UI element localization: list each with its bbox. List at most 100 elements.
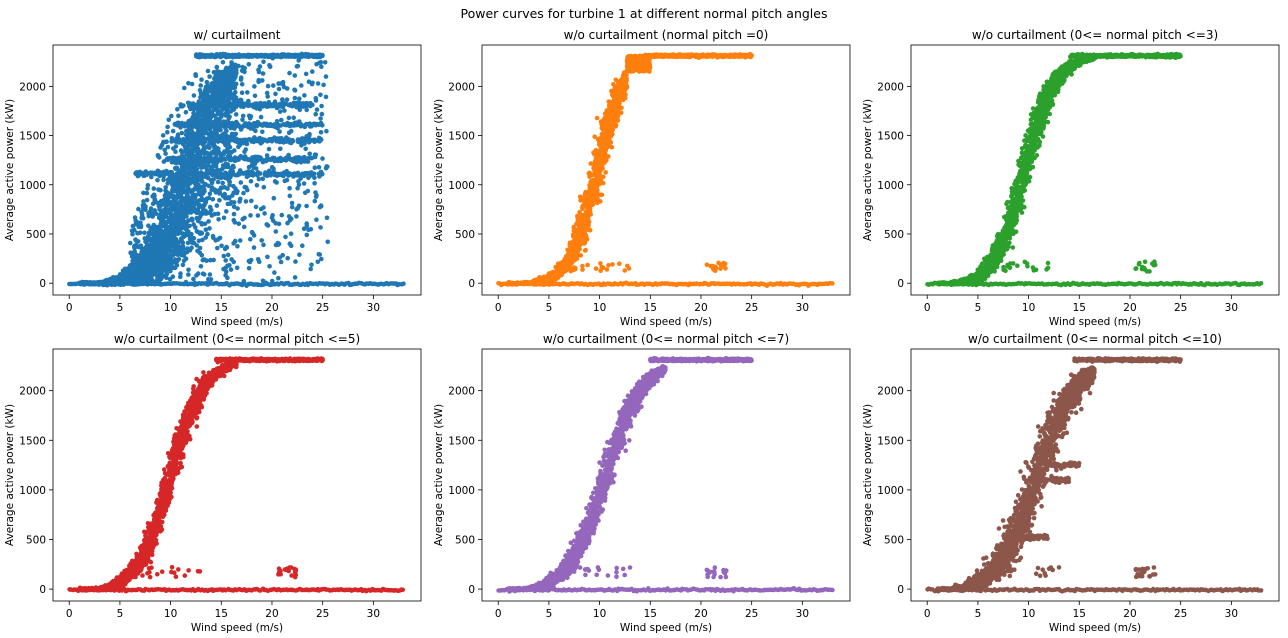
scatter-point	[179, 130, 185, 136]
scatter-point	[276, 275, 281, 281]
scatter-point	[207, 280, 213, 286]
scatter-point	[283, 122, 288, 128]
scatter-point	[211, 122, 217, 127]
scatter-point	[238, 77, 244, 82]
scatter-point	[292, 73, 298, 78]
scatter-point	[247, 137, 252, 142]
scatter-point	[252, 84, 257, 89]
scatter-point	[206, 97, 212, 102]
scatter-point	[229, 94, 234, 100]
scatter-point	[158, 145, 163, 150]
scatter-point	[303, 146, 309, 152]
scatter-point	[155, 266, 161, 272]
scatter-point	[316, 165, 322, 170]
scatter-point	[197, 250, 203, 256]
scatter-point	[313, 194, 319, 199]
scatter-point	[222, 173, 227, 178]
scatter-point	[224, 245, 230, 250]
scatter-point	[132, 215, 138, 220]
scatter-point	[324, 128, 329, 134]
scatter-point	[196, 238, 202, 244]
scatter-point	[181, 136, 186, 142]
scatter-point	[189, 81, 195, 87]
scatter-point	[242, 65, 247, 71]
scatter-point	[151, 222, 157, 228]
scatter-point	[312, 181, 317, 186]
scatter-point	[163, 228, 169, 233]
scatter-point	[233, 112, 239, 117]
scatter-point	[168, 255, 173, 261]
scatter-point	[154, 241, 159, 246]
scatter-point	[205, 53, 211, 58]
scatter-point	[143, 245, 148, 251]
scatter-point	[196, 204, 202, 210]
scatter-point	[187, 196, 193, 201]
scatter-point	[242, 215, 247, 221]
scatter-point	[278, 103, 284, 108]
scatter-point	[146, 273, 151, 278]
scatter-point	[175, 107, 180, 112]
scatter-point	[226, 137, 231, 143]
scatter-point	[287, 241, 293, 246]
scatter-point	[183, 109, 189, 115]
scatter-point	[248, 122, 253, 128]
scatter-point	[229, 200, 234, 205]
scatter-point	[297, 107, 303, 113]
scatter-point	[184, 219, 189, 225]
scatter-point	[202, 90, 208, 96]
scatter-point	[206, 170, 211, 175]
scatter-point	[265, 122, 270, 128]
scatter-point	[193, 225, 198, 230]
scatter-point	[309, 170, 314, 175]
scatter-point	[249, 53, 255, 58]
scatter-point	[227, 145, 233, 150]
scatter-point	[211, 70, 217, 75]
scatter-point	[174, 258, 180, 264]
scatter-point	[151, 227, 156, 233]
scatter-point	[238, 168, 243, 174]
scatter-point	[195, 103, 201, 108]
scatter-point	[209, 167, 214, 172]
scatter-point	[164, 251, 169, 257]
scatter-point	[216, 174, 222, 180]
scatter-point	[213, 54, 218, 59]
scatter-point	[180, 231, 186, 236]
scatter-point	[287, 70, 292, 76]
scatter-point	[214, 126, 219, 132]
scatter-point	[220, 107, 225, 112]
scatter-point	[268, 103, 274, 108]
scatter-point	[157, 207, 162, 212]
scatter-point	[134, 259, 140, 265]
scatter-point	[142, 264, 147, 270]
scatter-point	[273, 157, 278, 162]
scatter-point	[231, 204, 237, 210]
scatter-point	[287, 185, 292, 191]
scatter-point	[300, 103, 305, 108]
scatter-point	[202, 221, 208, 227]
scatter-point	[252, 93, 258, 99]
scatter-point	[139, 215, 144, 221]
scatter-point	[188, 176, 194, 181]
scatter-point	[190, 142, 196, 147]
scatter-point	[233, 131, 239, 137]
scatter-point	[235, 206, 240, 211]
scatter-point	[193, 113, 199, 118]
scatter-point	[276, 172, 281, 178]
scatter-point	[148, 206, 154, 211]
scatter-point	[261, 59, 266, 64]
scatter-point	[177, 224, 182, 229]
scatter-point	[178, 274, 183, 280]
scatter-point	[180, 154, 186, 160]
scatter-point	[246, 98, 251, 104]
scatter-point	[298, 159, 304, 165]
scatter-point	[265, 83, 271, 89]
scatter-point	[180, 104, 185, 109]
scatter-point	[223, 273, 228, 278]
scatter-point	[298, 54, 303, 59]
scatter-point	[147, 212, 153, 217]
scatter-point	[148, 171, 153, 176]
scatter-point	[284, 97, 290, 102]
scatter-point	[191, 131, 197, 136]
scatter-point	[142, 230, 147, 236]
